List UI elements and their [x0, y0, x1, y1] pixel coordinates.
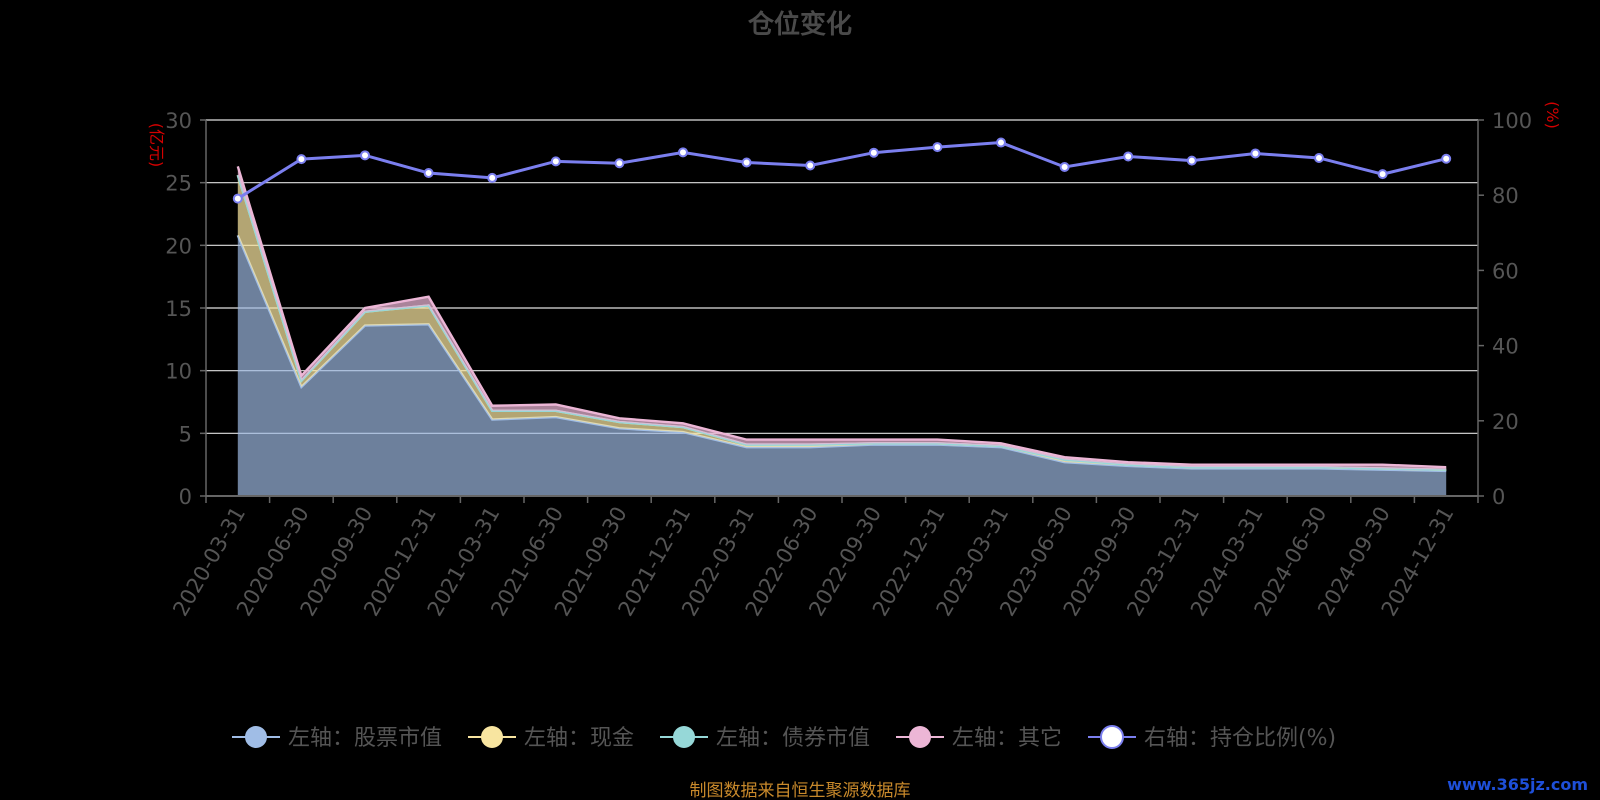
area-stock — [237, 235, 1447, 496]
chart-title: 仓位变化 — [747, 9, 852, 40]
legend-item-1: 左轴：现金 — [468, 726, 634, 751]
left-tick-label-6: 30 — [165, 109, 192, 133]
stacked-areas — [236, 166, 1447, 496]
left-tick-label-5: 25 — [165, 172, 192, 196]
ratio-point-13 — [1059, 162, 1070, 172]
legend-label-2: 左轴：债券市值 — [716, 726, 870, 751]
right-tick-label-3: 60 — [1492, 259, 1519, 283]
legend-marker-4 — [1100, 725, 1124, 749]
ratio-point-1 — [296, 154, 307, 165]
legend: 左轴：股票市值 左轴：现金 左轴：债券市值 左轴：其它 右轴：持仓比例(%) — [232, 725, 1336, 751]
ratio-point-10 — [868, 147, 879, 158]
ratio-point-14 — [1123, 151, 1134, 162]
legend-marker-0 — [245, 726, 267, 748]
area-edge-other — [236, 166, 1447, 469]
ratio-point-19 — [1441, 153, 1452, 164]
x-tick-labels: 2020-03-312020-06-302020-09-302020-12-31… — [168, 502, 1458, 620]
legend-item-2: 左轴：债券市值 — [660, 726, 870, 751]
left-tick-label-0: 0 — [179, 485, 192, 509]
legend-marker-3 — [909, 726, 931, 748]
ratio-point-12 — [996, 137, 1006, 148]
left-tick-label-1: 5 — [179, 422, 192, 446]
legend-marker-2 — [673, 726, 695, 748]
legend-item-0: 左轴：股票市值 — [232, 726, 442, 751]
ratio-point-11 — [932, 142, 943, 153]
ratio-point-18 — [1377, 169, 1388, 180]
ratio-point-7 — [678, 147, 688, 158]
legend-item-4: 右轴：持仓比例(%) — [1088, 725, 1336, 751]
ratio-point-0 — [232, 193, 243, 204]
left-tick-label-2: 10 — [165, 360, 192, 384]
right-tick-label-5: 100 — [1492, 109, 1532, 133]
left-tick-label-3: 15 — [165, 297, 192, 321]
right-tick-label-2: 40 — [1492, 335, 1519, 359]
legend-label-3: 左轴：其它 — [952, 726, 1062, 751]
ratio-point-5 — [550, 156, 561, 167]
ratio-point-9 — [805, 160, 816, 171]
right-tick-label-1: 20 — [1492, 410, 1519, 434]
legend-label-4: 右轴：持仓比例(%) — [1144, 726, 1336, 751]
legend-item-3: 左轴：其它 — [896, 726, 1062, 751]
source-note: 制图数据来自恒生聚源数据库 — [690, 781, 911, 800]
left-tick-label-4: 20 — [165, 234, 192, 258]
watermark: www.365jz.com — [1447, 775, 1588, 794]
right-tick-label-4: 80 — [1492, 184, 1519, 208]
legend-label-0: 左轴：股票市值 — [288, 726, 442, 751]
left-axis-unit: (亿元) — [147, 123, 166, 168]
legend-marker-1 — [481, 726, 503, 748]
axes: 0 5 10 15 20 25 30 0 20 40 60 80 100 — [165, 109, 1532, 509]
ratio-point-4 — [487, 172, 498, 183]
ratio-point-8 — [741, 157, 752, 168]
ratio-line-path — [237, 141, 1447, 200]
legend-label-1: 左轴：现金 — [524, 726, 634, 751]
ratio-point-3 — [423, 168, 434, 179]
ratio-point-15 — [1186, 155, 1197, 166]
ratio-line — [232, 137, 1452, 204]
ratio-point-2 — [360, 150, 370, 161]
right-axis-unit: (%) — [1543, 101, 1562, 129]
right-tick-label-0: 0 — [1492, 485, 1505, 509]
ratio-point-17 — [1314, 152, 1324, 163]
ratio-point-16 — [1250, 148, 1261, 159]
ratio-point-6 — [614, 158, 625, 169]
